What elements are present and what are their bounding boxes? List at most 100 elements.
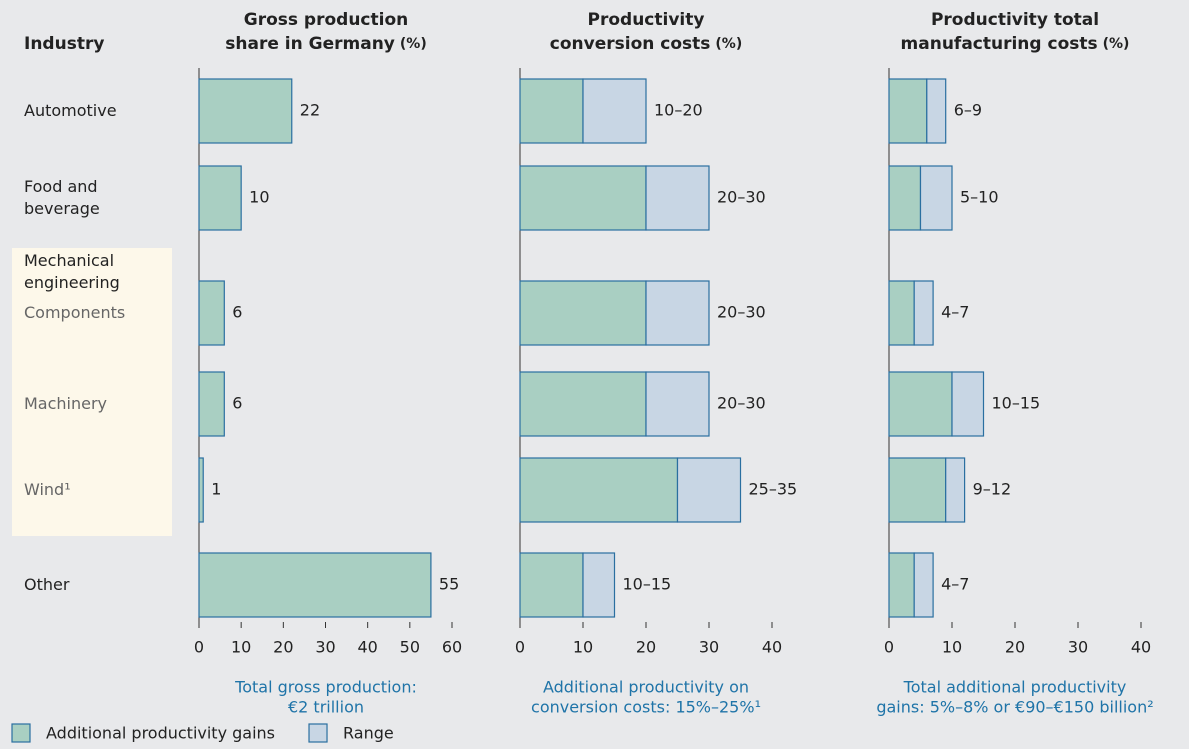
value-label: 20–30: [717, 303, 766, 322]
bar: [582, 78, 647, 144]
bar: [645, 280, 710, 346]
bar: [913, 280, 934, 346]
category-label: Other: [24, 575, 70, 594]
group-highlight: [12, 248, 172, 536]
title-unit: (%): [400, 36, 427, 52]
category-label: Food and beverage: [24, 177, 100, 218]
footnote: Total gross production:: [234, 678, 417, 697]
category-label: Automotive: [24, 101, 117, 120]
group-label: Mechanical engineering: [24, 251, 120, 292]
title-line: share in Germany: [225, 34, 395, 54]
title-line: Productivity total: [931, 10, 1099, 30]
bar: [888, 280, 915, 346]
bar: [645, 165, 710, 231]
bar: [198, 165, 242, 231]
value-label: 22: [300, 101, 320, 120]
value-label: 10–15: [992, 394, 1041, 413]
bar: [198, 457, 204, 523]
x-tick-label: 40: [357, 638, 377, 657]
value-label: 9–12: [973, 480, 1012, 499]
title-unit: (%): [715, 36, 742, 52]
row-header: Industry: [24, 34, 104, 54]
x-tick-label: 30: [1068, 638, 1088, 657]
bar: [198, 78, 293, 144]
title-line: manufacturing costs: [901, 34, 1098, 54]
value-label: 6: [232, 303, 242, 322]
value-label: 4–7: [941, 303, 969, 322]
legend-label: Range: [343, 724, 394, 743]
bar: [519, 280, 647, 346]
value-label: 20–30: [717, 394, 766, 413]
x-tick-label: 10: [942, 638, 962, 657]
bar: [926, 78, 947, 144]
x-tick-label: 40: [1131, 638, 1151, 657]
bar: [888, 165, 922, 231]
x-tick-label: 20: [1005, 638, 1025, 657]
chart-title: conversion costs (%): [550, 34, 742, 54]
x-tick-label: 0: [515, 638, 525, 657]
x-tick-label: 50: [400, 638, 420, 657]
x-tick-label: 40: [762, 638, 782, 657]
x-tick-label: 60: [442, 638, 462, 657]
bar: [676, 457, 742, 523]
bar: [519, 165, 647, 231]
footnote: gains: 5%–8% or €90–€150 billion²: [876, 698, 1153, 717]
title-unit: (%): [1103, 36, 1130, 52]
x-tick-label: 10: [231, 638, 251, 657]
legend-swatch: [308, 723, 328, 743]
bar: [519, 371, 647, 437]
x-tick-label: 20: [273, 638, 293, 657]
bar: [888, 371, 953, 437]
chart-title: Gross production: [244, 10, 409, 30]
category-label: Machinery: [24, 394, 108, 413]
bar: [951, 371, 985, 437]
legend-swatch: [11, 723, 31, 743]
x-tick-label: 0: [884, 638, 894, 657]
x-tick-label: 30: [699, 638, 719, 657]
bar: [198, 280, 225, 346]
bar: [888, 552, 915, 618]
title-line: conversion costs: [550, 34, 711, 54]
bar: [945, 457, 966, 523]
x-tick-label: 30: [315, 638, 335, 657]
title-line: Productivity: [588, 10, 705, 30]
bar: [519, 78, 584, 144]
chart-title: manufacturing costs (%): [901, 34, 1130, 54]
chart-title: Productivity: [588, 10, 705, 30]
x-tick-label: 10: [573, 638, 593, 657]
x-tick-label: 0: [194, 638, 204, 657]
footnote: Total additional productivity: [903, 678, 1127, 697]
footnote: Additional productivity on: [543, 678, 749, 697]
chart-title: share in Germany (%): [225, 34, 426, 54]
value-label: 55: [439, 575, 459, 594]
chart-title: Productivity total: [931, 10, 1099, 30]
category-label: Wind¹: [24, 480, 71, 499]
value-label: 1: [211, 480, 221, 499]
category-label: Components: [24, 303, 126, 322]
x-tick-label: 20: [636, 638, 656, 657]
value-label: 4–7: [941, 575, 969, 594]
bar: [919, 165, 953, 231]
value-label: 6: [232, 394, 242, 413]
title-line: Gross production: [244, 10, 409, 30]
bar: [582, 552, 616, 618]
value-label: 6–9: [954, 101, 982, 120]
value-label: 20–30: [717, 188, 766, 207]
bar: [913, 552, 934, 618]
value-label: 25–35: [749, 480, 798, 499]
bar: [645, 371, 710, 437]
bar: [198, 371, 225, 437]
footnote: €2 trillion: [288, 698, 364, 717]
footnote: conversion costs: 15%–25%¹: [531, 698, 761, 717]
bar: [888, 457, 947, 523]
legend-label: Additional productivity gains: [46, 724, 275, 743]
value-label: 10–15: [623, 575, 672, 594]
bar: [519, 552, 584, 618]
value-label: 10: [249, 188, 269, 207]
value-label: 5–10: [960, 188, 999, 207]
bar: [198, 552, 432, 618]
value-label: 10–20: [654, 101, 703, 120]
bar: [888, 78, 928, 144]
